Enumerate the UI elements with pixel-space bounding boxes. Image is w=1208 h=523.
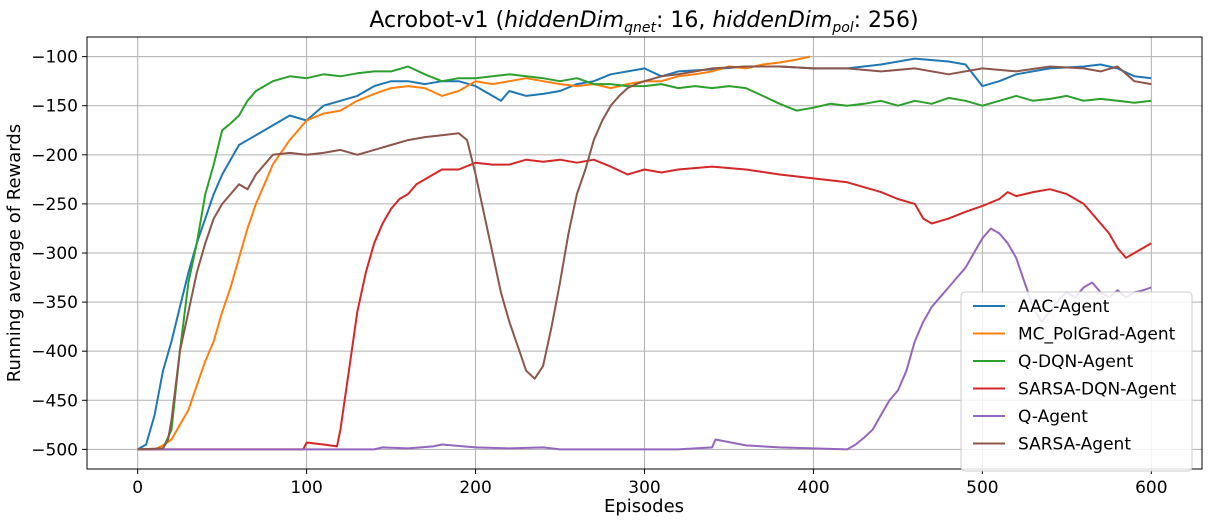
- y-tick-label: −200: [31, 146, 78, 166]
- x-tick-label: 300: [628, 478, 660, 498]
- x-tick-label: 600: [1135, 478, 1167, 498]
- series-line-q-dqn-agent: [137, 65, 1152, 451]
- x-tick-label: 400: [797, 478, 829, 498]
- y-tick-label: −150: [31, 97, 78, 117]
- x-tick-label: 500: [966, 478, 998, 498]
- legend-label: Q-DQN-Agent: [1018, 352, 1134, 372]
- legend-label: SARSA-Agent: [1018, 435, 1131, 455]
- chart-title: Acrobot-v1 (hiddenDimqnet: 16, hiddenDim…: [369, 8, 918, 36]
- legend-box: [960, 291, 1193, 472]
- legend-label: MC_PolGrad-Agent: [1018, 325, 1176, 345]
- title-suffix: : 256): [854, 8, 919, 33]
- y-axis-label: Running average of Rewards: [4, 124, 25, 382]
- series-line-sarsa-dqn-agent: [137, 158, 1152, 451]
- y-tick-label: −500: [31, 440, 78, 460]
- legend: AAC-Agent MC_PolGrad-Agent Q-DQN-Agent SARS…: [960, 291, 1193, 472]
- y-tick-label: −450: [31, 391, 78, 411]
- series-line-mc-polgrad-agent: [137, 55, 811, 451]
- legend-label: Q-Agent: [1018, 407, 1088, 427]
- x-tick-label: 200: [459, 478, 491, 498]
- y-tick-label: −250: [31, 195, 78, 215]
- title-var1: hiddenDim: [504, 8, 624, 33]
- x-tick-label: 100: [290, 478, 322, 498]
- legend-label: SARSA-DQN-Agent: [1018, 380, 1177, 400]
- y-axis-ticks: −500 −450 −400 −350 −300 −250 −200 −150 −100: [31, 48, 87, 460]
- x-axis-ticks: 0 100 200 300 400 500 600: [132, 469, 1168, 498]
- y-tick-label: −100: [31, 48, 78, 68]
- series-line-sarsa-agent: [137, 65, 1152, 451]
- y-tick-label: −350: [31, 293, 78, 313]
- series-line-aac-agent: [137, 57, 1152, 451]
- title-sub1: qnet: [624, 20, 656, 36]
- title-sub2: pol: [831, 20, 853, 36]
- title-mid: : 16,: [656, 8, 712, 33]
- x-tick-label: 0: [132, 478, 143, 498]
- y-tick-label: −300: [31, 244, 78, 264]
- x-axis-label: Episodes: [604, 496, 684, 517]
- series-group: [137, 55, 1152, 451]
- y-tick-label: −400: [31, 342, 78, 362]
- legend-label: AAC-Agent: [1018, 297, 1110, 317]
- title-prefix: Acrobot-v1 (: [369, 8, 504, 33]
- title-var2: hiddenDim: [712, 8, 832, 33]
